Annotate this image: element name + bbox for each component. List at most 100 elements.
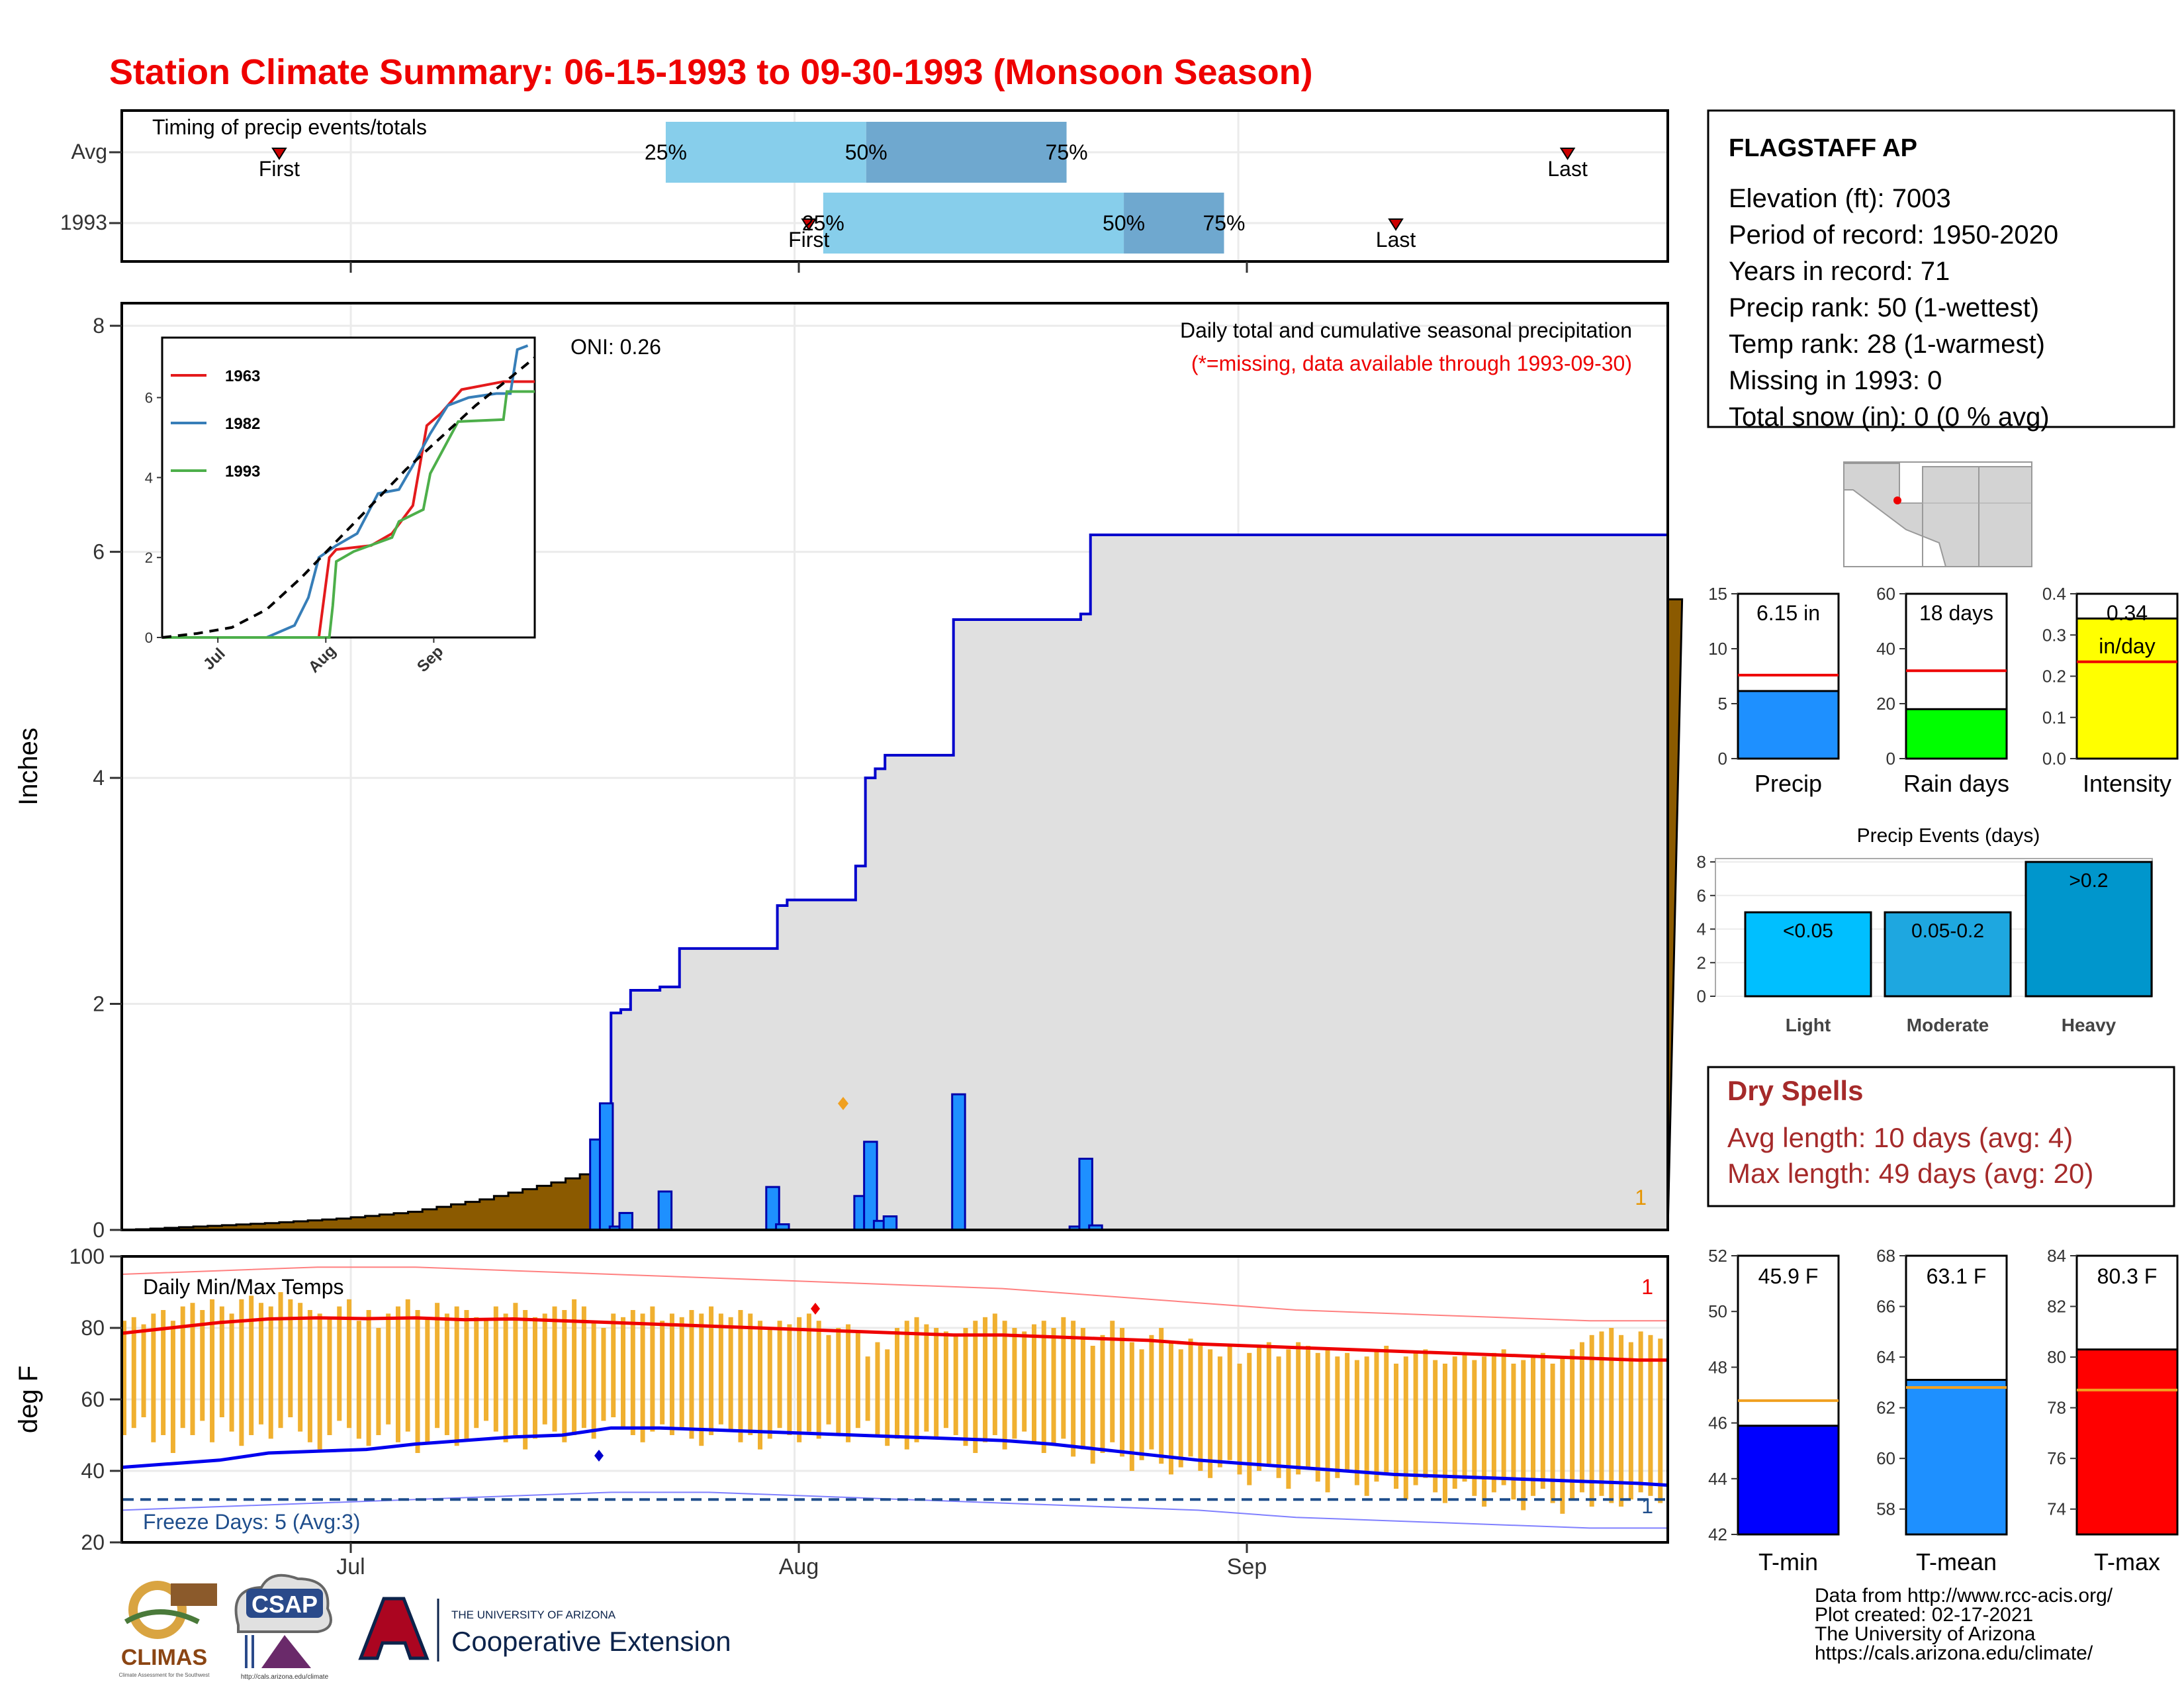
inset-y-tick-label: 2 <box>145 549 153 566</box>
daily-temp-bar <box>1208 1349 1213 1478</box>
daily-temp-bar <box>1247 1352 1252 1485</box>
daily-temp-bar <box>1599 1331 1604 1496</box>
timing-row-1993-label: 1993 <box>60 211 107 234</box>
record-max-line <box>121 1266 1668 1322</box>
precip-y-axis-label: Inches <box>14 727 43 806</box>
daily-temp-bar <box>1168 1342 1173 1475</box>
daily-temp-bar <box>640 1313 645 1442</box>
precip-events-bar <box>2025 861 2153 998</box>
month-label-jul: Jul <box>336 1554 365 1579</box>
daily-temp-bar <box>1501 1349 1506 1485</box>
daily-temp-bar <box>728 1317 733 1432</box>
page-title: Station Climate Summary: 06-15-1993 to 0… <box>109 52 1313 92</box>
daily-temp-bar <box>386 1313 391 1425</box>
daily-temp-bar <box>1071 1321 1076 1457</box>
inset-legend-label: 1963 <box>225 367 260 385</box>
daily-temp-bar <box>1521 1360 1526 1511</box>
daily-temp-bar <box>1315 1352 1320 1482</box>
daily-temp-bar <box>1051 1328 1056 1446</box>
daily-temp-bar <box>1609 1328 1614 1503</box>
precip-events-range-label: <0.05 <box>1783 920 1833 942</box>
station-location-marker <box>1893 496 1901 504</box>
temp-summary-tick-label: 42 <box>1708 1524 1727 1544</box>
mini-bar-tick-label: 60 <box>1876 584 1895 604</box>
daily-temp-bar <box>1354 1360 1359 1485</box>
daily-temp-bar <box>953 1335 958 1435</box>
inset-line-1982 <box>162 344 529 639</box>
daily-temp-bar <box>347 1299 352 1429</box>
timing-last-label: Last <box>1547 157 1588 181</box>
daily-temp-bar <box>356 1321 361 1439</box>
daily-temp-bar <box>601 1328 606 1421</box>
temp-summary-tick-label: 44 <box>1708 1469 1727 1489</box>
daily-temp-bar <box>1257 1346 1262 1471</box>
mini-bar-tick-label: 15 <box>1708 584 1727 604</box>
daily-temp-bar <box>816 1321 821 1439</box>
daily-temp-bar <box>1217 1356 1222 1468</box>
precip-y-tick-label: 0 <box>93 1218 105 1242</box>
daily-temp-bar <box>1531 1356 1536 1496</box>
mini-bar-label: Rain days <box>1903 770 2009 797</box>
month-axis: Jul Aug Sep <box>336 1542 1267 1579</box>
daily-temp-bar <box>298 1303 303 1432</box>
daily-temp-bar <box>435 1303 440 1429</box>
daily-temp-bar <box>474 1317 479 1429</box>
station-line-temp-rank: Temp rank: 28 (1-warmest) <box>1729 330 2045 359</box>
daily-temp-bar <box>249 1295 254 1435</box>
daily-temp-bar <box>552 1306 557 1432</box>
dry-spells-avg: Avg length: 10 days (avg: 4) <box>1727 1122 2073 1153</box>
daily-temp-bar <box>621 1317 626 1429</box>
daily-temp-bar <box>924 1324 929 1432</box>
precip-events-title: Precip Events (days) <box>1857 825 2040 847</box>
temp-y-tick-label: 60 <box>81 1387 105 1411</box>
precip-panel-frame <box>120 302 1669 1231</box>
daily-temp-bar <box>405 1299 410 1432</box>
daily-temp-bar <box>1041 1321 1046 1453</box>
timing-panel-label: Timing of precip events/totals <box>152 115 427 139</box>
dry-spells-title: Dry Spells <box>1727 1075 1863 1106</box>
timing-bar-50-75 <box>1124 193 1224 254</box>
daily-temp-bar <box>210 1299 215 1442</box>
observed-cumulative-line <box>591 534 1668 1231</box>
station-line-missing: Missing in 1993: 0 <box>1729 366 1942 395</box>
daily-temp-bar <box>1491 1352 1496 1493</box>
daily-temp-bar <box>992 1313 997 1435</box>
daily-temp-bar <box>532 1317 537 1439</box>
csap-url-text: http://cals.arizona.edu/climate <box>241 1673 329 1681</box>
precip-events-tick-label: 2 <box>1697 953 1706 972</box>
temp-summary-bar <box>1905 1379 2008 1536</box>
avg-max-line <box>121 1316 1668 1362</box>
daily-temp-bar <box>1139 1349 1144 1460</box>
temp-top-count: 1 <box>1641 1275 1653 1299</box>
precip-events-bar <box>1884 911 2012 998</box>
temp-summary-tick-label: 68 <box>1876 1246 1895 1266</box>
mini-bar-tick-label: 0 <box>1886 749 1895 769</box>
daily-temp-bar <box>1266 1342 1271 1464</box>
daily-temp-bar <box>200 1310 205 1421</box>
temp-summary-tick-label: 64 <box>1876 1347 1895 1367</box>
precip-y-tick-label: 4 <box>93 766 105 790</box>
daily-temp-bar <box>1061 1317 1066 1439</box>
daily-temp-bar <box>1286 1349 1291 1489</box>
daily-temp-bar <box>787 1324 792 1435</box>
daily-temp-bar <box>914 1317 919 1442</box>
daily-temp-bar <box>660 1321 665 1425</box>
mini-bar-value <box>2075 617 2179 760</box>
record-high-marker <box>811 1303 820 1315</box>
daily-temp-bar <box>973 1321 978 1453</box>
station-line-elevation: Elevation (ft): 7003 <box>1729 184 1951 213</box>
daily-temp-bar <box>122 1321 126 1435</box>
daily-temp-bar <box>317 1313 322 1450</box>
daily-temp-bar <box>983 1317 988 1442</box>
daily-temp-bar <box>444 1313 449 1435</box>
daily-temp-bar <box>1462 1352 1467 1482</box>
precip-y-tick-label: 6 <box>93 540 105 564</box>
precip-events-chart: Precip Events (days) 0 2 4 6 8 <0.05 Light 0.05… <box>1697 825 2153 1035</box>
temp-summary-tick-label: 78 <box>2047 1398 2066 1418</box>
precip-missing-note: (*=missing, data available through 1993-… <box>1191 352 1632 375</box>
station-line-snow: Total snow (in): 0 (0 % avg) <box>1729 402 2050 432</box>
precip-events-category-label: Light <box>1786 1015 1831 1035</box>
dry-spells-box: Dry Spells Avg length: 10 days (avg: 4) … <box>1707 1066 2175 1207</box>
daily-temp-bar <box>1022 1331 1027 1432</box>
temp-summary-tick-label: 82 <box>2047 1297 2066 1317</box>
